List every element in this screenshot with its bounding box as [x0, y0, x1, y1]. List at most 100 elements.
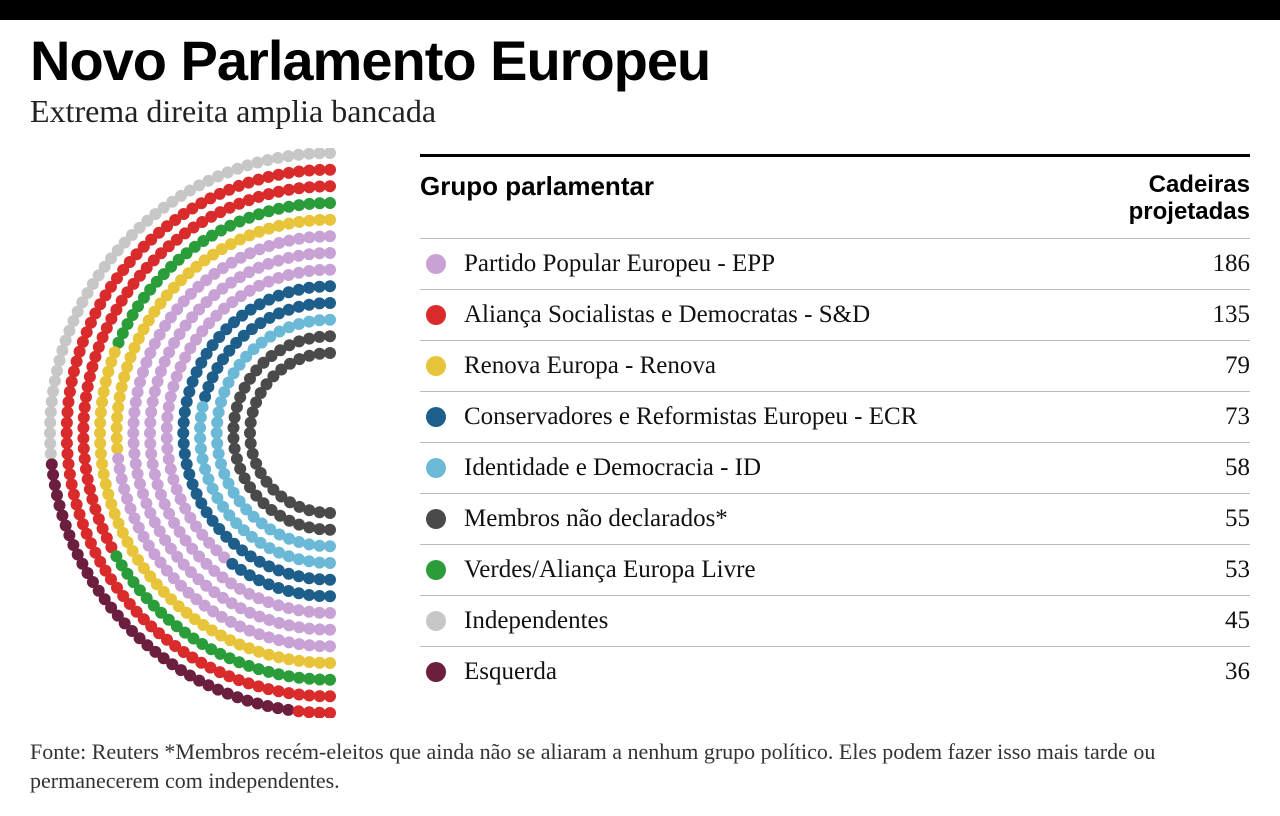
seat-dot [314, 230, 326, 242]
color-swatch [426, 407, 446, 427]
seat-dot [167, 380, 179, 392]
seat-dot [272, 152, 284, 164]
table-row: Aliança Socialistas e Democratas - S&D13… [420, 290, 1250, 341]
seat-dot [194, 422, 206, 434]
seat-dot [283, 585, 295, 597]
seat-dot [262, 700, 274, 712]
seat-dot [147, 458, 159, 470]
seat-dot [262, 154, 274, 166]
seat-dot [100, 478, 112, 490]
seat-dot [303, 181, 315, 193]
seat-dot [61, 427, 73, 439]
seat-dot [64, 468, 76, 480]
seat-dot [314, 606, 326, 618]
seat-dot [324, 148, 336, 159]
seat-dot [179, 406, 191, 418]
seat-dot [293, 705, 305, 717]
seat-dot [293, 587, 305, 599]
table-row: Identidade e Democracia - ID58 [420, 443, 1250, 494]
seat-dot [283, 217, 295, 229]
seat-dot [314, 573, 326, 585]
table-row: Independentes45 [420, 596, 1250, 647]
seat-dot [134, 376, 146, 388]
row-label: Esquerda [464, 658, 1180, 686]
seat-dot [183, 385, 195, 397]
seat-dot [314, 657, 326, 669]
seat-dot [303, 282, 315, 294]
seat-dot [45, 406, 57, 418]
seat-dot [273, 651, 285, 663]
seat-dot [303, 639, 315, 651]
seat-dot [283, 670, 295, 682]
seat-dot [303, 656, 315, 668]
seat-dot [127, 427, 139, 439]
seat-dot [80, 391, 92, 403]
seat-dot [314, 590, 326, 602]
color-swatch [426, 509, 446, 529]
seat-dot [324, 573, 336, 585]
seat-dot [54, 354, 66, 366]
seat-dot [272, 702, 284, 714]
seat-dot [293, 182, 305, 194]
seat-dot [94, 416, 106, 428]
seat-dot [324, 213, 336, 225]
seat-dot [61, 437, 73, 449]
seat-dot [181, 396, 193, 408]
seat-dot [314, 214, 326, 226]
seat-dot [94, 427, 106, 439]
seat-dot [229, 442, 241, 454]
seat-dot [293, 671, 305, 683]
seat-dot [314, 280, 326, 292]
seat-dot [314, 347, 326, 359]
row-value: 55 [1180, 505, 1250, 533]
seat-dot [128, 447, 140, 459]
seat-dot [245, 437, 257, 449]
seat-dot [228, 422, 240, 434]
seat-dot [197, 453, 209, 465]
row-label: Membros não declarados* [464, 505, 1180, 533]
seat-dot [293, 165, 305, 177]
seat-dot [303, 538, 315, 550]
seat-dot [252, 697, 264, 709]
seat-dot [293, 655, 305, 667]
seat-dot [303, 315, 315, 327]
hemicycle-svg [30, 148, 390, 718]
subtitle: Extrema direita amplia bancada [30, 93, 1250, 130]
seat-dot [283, 200, 295, 212]
seat-dot [324, 180, 336, 192]
seat-dot [178, 416, 190, 428]
seat-dot [62, 447, 74, 459]
seat-dot [303, 332, 315, 344]
seat-dot [61, 416, 73, 428]
color-swatch [426, 611, 446, 631]
seat-dot [132, 468, 144, 480]
color-swatch [426, 560, 446, 580]
seat-dot [111, 442, 123, 454]
seat-dot [78, 411, 90, 423]
seat-dot [273, 634, 285, 646]
seat-dot [314, 197, 326, 209]
seat-dot [303, 214, 315, 226]
seat-dot [293, 638, 305, 650]
seat-dot [98, 386, 110, 398]
row-label: Independentes [464, 607, 1180, 635]
seat-dot [128, 416, 140, 428]
seat-dot [194, 432, 206, 444]
seat-dot [100, 376, 112, 388]
seat-dot [165, 463, 177, 475]
table-row: Membros não declarados*55 [420, 494, 1250, 545]
seat-dot [51, 364, 63, 376]
seat-dot [324, 197, 336, 209]
seat-dot [111, 422, 123, 434]
table-row: Verdes/Aliança Europa Livre53 [420, 545, 1250, 596]
seat-dot [49, 479, 61, 491]
seat-dot [314, 148, 326, 159]
seat-dot [111, 432, 123, 444]
seat-dot [64, 386, 76, 398]
row-label: Renova Europa - Renova [464, 352, 1180, 380]
seat-dot [78, 442, 90, 454]
seat-dot [161, 422, 173, 434]
color-swatch [426, 662, 446, 682]
seat-dot [324, 230, 336, 242]
row-label: Conservadores e Reformistas Europeu - EC… [464, 403, 1180, 431]
